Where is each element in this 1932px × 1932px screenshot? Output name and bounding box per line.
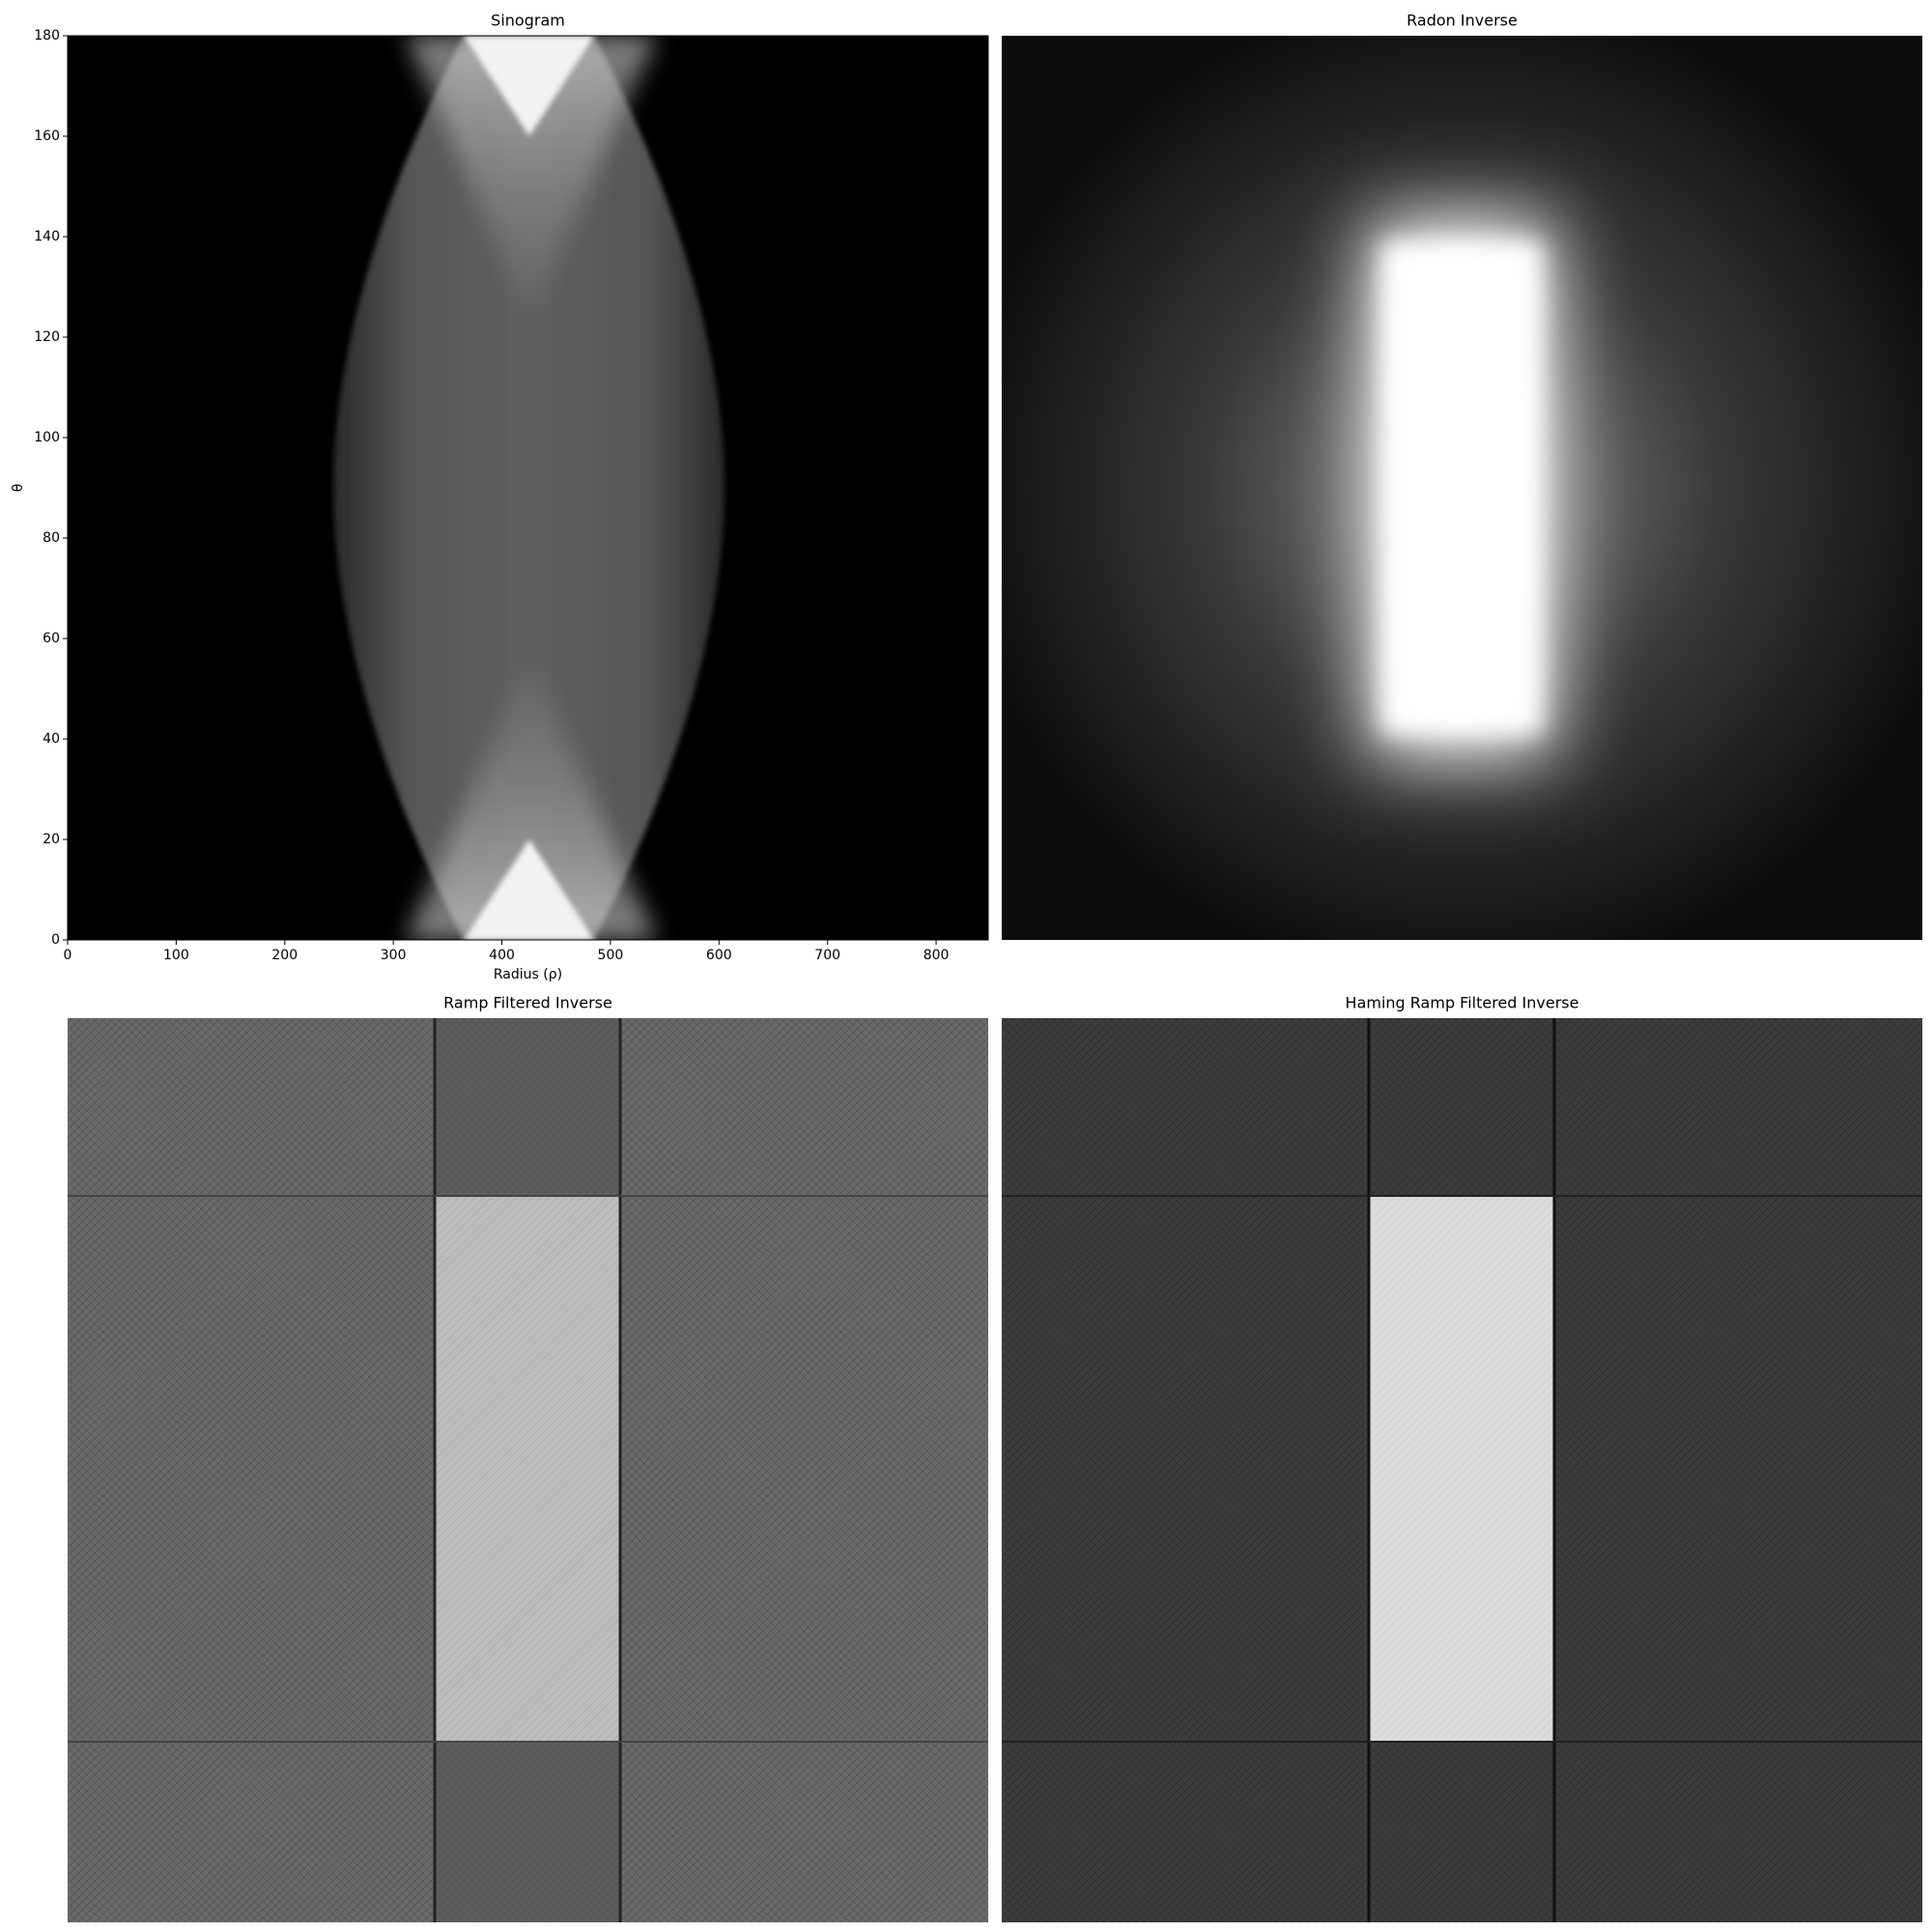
panel-title: Ramp Filtered Inverse xyxy=(443,994,612,1012)
x-axis-label: Radius (ρ) xyxy=(494,967,562,982)
haming-filtered-image xyxy=(1002,1018,1922,1922)
y-tick-label: 160 xyxy=(34,128,60,144)
ramp-filtered-image xyxy=(68,1018,988,1922)
panel-title: Radon Inverse xyxy=(1406,12,1518,30)
x-tick-label: 0 xyxy=(64,948,72,963)
radon-inverse-image xyxy=(1002,36,1922,940)
y-tick-label: 40 xyxy=(43,731,60,747)
x-tick-label: 500 xyxy=(598,948,624,963)
x-tick-label: 200 xyxy=(271,948,298,963)
x-tick-label: 400 xyxy=(489,948,515,963)
y-tick-label: 140 xyxy=(34,229,60,244)
y-tick-label: 80 xyxy=(43,530,60,546)
y-axis-label: θ xyxy=(11,484,26,493)
sinogram-image xyxy=(68,36,988,940)
y-tick-label: 100 xyxy=(34,430,60,445)
y-tick-label: 180 xyxy=(34,28,60,43)
panel-title: Haming Ramp Filtered Inverse xyxy=(1346,994,1579,1012)
y-tick-label: 60 xyxy=(43,631,60,646)
x-tick-label: 600 xyxy=(706,948,732,963)
x-tick-label: 800 xyxy=(923,948,950,963)
y-tick-label: 20 xyxy=(43,832,60,847)
x-tick-label: 700 xyxy=(814,948,840,963)
x-tick-label: 300 xyxy=(381,948,407,963)
x-tick-label: 100 xyxy=(163,948,189,963)
y-tick-label: 0 xyxy=(51,932,60,948)
panel-title: Sinogram xyxy=(491,12,565,30)
y-tick-label: 120 xyxy=(34,329,60,345)
